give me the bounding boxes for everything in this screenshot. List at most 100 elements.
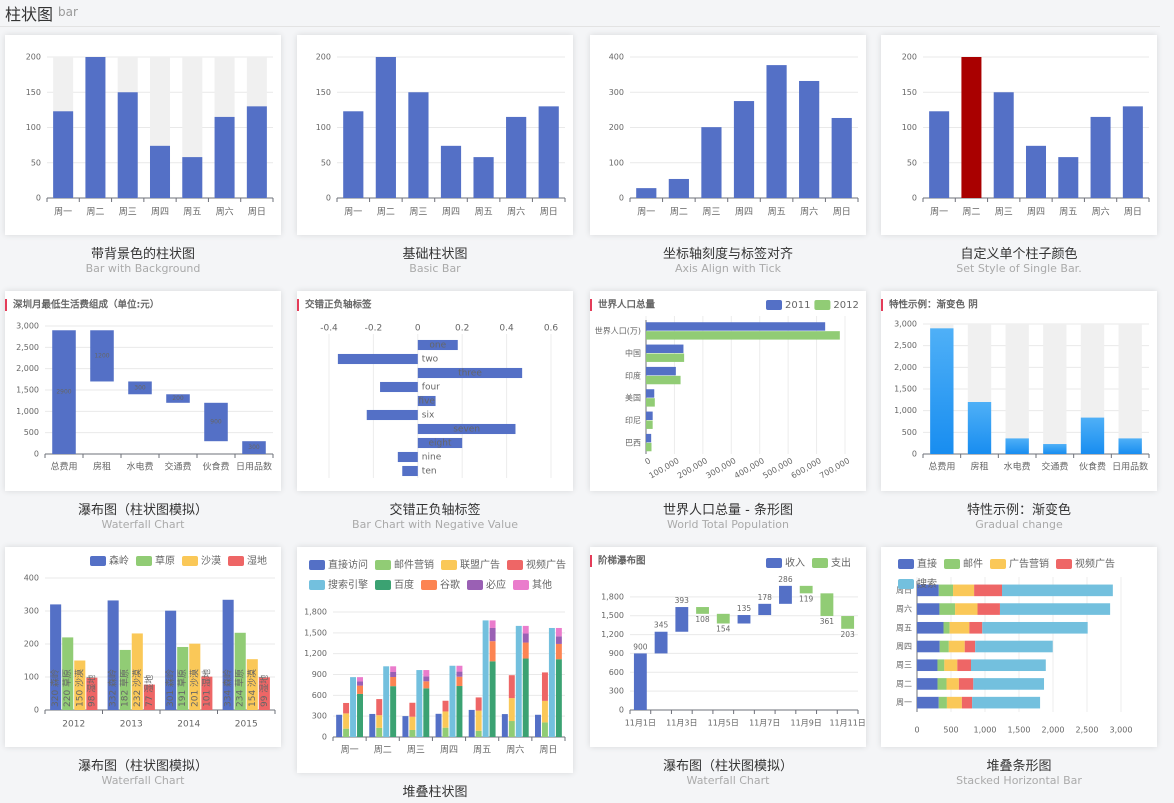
- y-tick-label: 150: [902, 88, 917, 97]
- bar: [456, 665, 463, 672]
- bar: [646, 398, 655, 407]
- x-tick-label: 0: [415, 324, 421, 334]
- legend-swatch: [375, 560, 391, 570]
- legend-label: 谷歌: [440, 578, 460, 591]
- bar: [182, 157, 203, 198]
- bar: [489, 661, 496, 737]
- legend-label: 邮件: [963, 557, 983, 570]
- legend-swatch: [309, 580, 325, 590]
- data-label: 300: [248, 444, 260, 451]
- x-tick-label: 周五: [473, 745, 491, 756]
- legend-label: 2011: [785, 300, 810, 311]
- x-tick-label: 周一: [930, 207, 948, 218]
- chart-card: 0 100 200 300 400 周一 周二 周三 周四 周五 周六 周日: [590, 35, 866, 235]
- card-title: 自定义单个柱子颜色: [960, 247, 1078, 262]
- legend-label: 森岭: [109, 554, 129, 567]
- chart-title: 深圳月最低生活费组成（单位:元）: [13, 299, 159, 311]
- y-tick-label: 50: [321, 158, 331, 167]
- y-tick-label: 100: [609, 158, 624, 167]
- card-title: 交错正负轴标签: [389, 503, 481, 518]
- bar: [957, 659, 971, 672]
- bar: [646, 322, 826, 331]
- bar: [961, 696, 973, 709]
- x-tick-label: 日用品数: [236, 461, 272, 473]
- y-tick-label: 周五: [896, 623, 912, 632]
- y-tick-label: 1,200: [304, 649, 327, 658]
- x-tick-label: 周六: [800, 206, 818, 218]
- bar: [242, 441, 266, 454]
- x-tick-label: 周三: [702, 207, 720, 218]
- y-tick-label: 200: [26, 53, 41, 62]
- x-tick-label: 周二: [86, 207, 104, 218]
- bar: [416, 670, 423, 737]
- bar: [958, 678, 974, 690]
- data-label: 203: [840, 630, 855, 639]
- bar: [390, 672, 397, 677]
- bar: [456, 671, 463, 677]
- chart-title: 阶梯瀑布图: [598, 555, 646, 567]
- x-tick-label: 周四: [1027, 207, 1045, 218]
- y-tick-label: 0: [322, 733, 327, 742]
- bar: [435, 713, 442, 737]
- y-tick-label: 1,500: [601, 611, 624, 620]
- bar: [508, 721, 515, 737]
- bar: [917, 584, 939, 597]
- legend-label: 视频广告: [526, 558, 566, 571]
- bar: [548, 627, 555, 737]
- y-tick-label: 2,500: [16, 343, 39, 352]
- y-tick-label: 1,800: [601, 592, 624, 601]
- bar: [953, 584, 975, 597]
- chart: 0 300 600 900 1,200 1,500 1,800 周一 周二 周三 周四 周五 周六 周日 直…: [304, 558, 566, 756]
- bar: [522, 642, 529, 659]
- bar: [973, 678, 1045, 690]
- card-subtitle: Bar Chart with Negative Value: [352, 518, 518, 531]
- data-label: 1200: [94, 352, 109, 359]
- card-title: 世界人口总量 - 条形图: [663, 503, 793, 518]
- chart: 0 100 200 300 400 2012 2013 2014 2015 320 森岭 220 草…: [24, 554, 276, 730]
- bar: [646, 442, 652, 452]
- legend-swatch: [513, 580, 529, 590]
- bar: [970, 659, 1046, 672]
- bar: [646, 375, 681, 385]
- bar: [646, 433, 652, 443]
- legend-swatch: [812, 558, 828, 568]
- bar: [1090, 116, 1111, 198]
- bar: [366, 409, 418, 421]
- bar: [993, 92, 1014, 198]
- y-tick-label: 1,800: [304, 608, 327, 617]
- y-tick-label: 500: [24, 428, 39, 437]
- bar: [376, 715, 383, 728]
- x-tick-label: 周二: [962, 207, 980, 218]
- x-tick-label: 11月1日: [625, 719, 656, 728]
- y-tick-label: 周四: [896, 642, 912, 651]
- data-label: 286: [778, 575, 793, 584]
- bar: [166, 394, 190, 403]
- bar: [716, 613, 730, 624]
- bar-background: [1118, 324, 1142, 454]
- y-tick-label: 300: [609, 88, 624, 97]
- bar: [1005, 438, 1029, 454]
- bar: [961, 57, 982, 198]
- y-tick-label: 200: [316, 53, 331, 62]
- bar: [449, 665, 456, 737]
- y-tick-label: 200: [609, 123, 624, 132]
- card-subtitle: Gradual change: [975, 518, 1063, 531]
- bar: [423, 670, 430, 677]
- bar-label: ten: [422, 467, 437, 477]
- bar: [408, 92, 429, 198]
- y-tick-label: 周六: [896, 604, 912, 614]
- bar: [938, 696, 947, 709]
- bar: [390, 666, 397, 672]
- bar: [972, 696, 1041, 709]
- chart-card: 0 50 100 150 200 周一 周二 周三 周四 周五 周六 周日: [5, 35, 281, 235]
- card-title: 瀑布图（柱状图模拟）: [77, 759, 208, 774]
- card-title: 带背景色的柱状图: [90, 247, 195, 262]
- y-tick-label: 0: [912, 450, 917, 459]
- x-tick-label: 2015: [235, 720, 258, 730]
- x-tick-label: 周一: [54, 207, 72, 218]
- x-tick-label: 11月5日: [708, 719, 739, 728]
- data-label: 150 沙漠: [74, 669, 85, 707]
- bar-label: one: [429, 341, 446, 351]
- bar: [369, 713, 376, 737]
- bar: [475, 697, 482, 711]
